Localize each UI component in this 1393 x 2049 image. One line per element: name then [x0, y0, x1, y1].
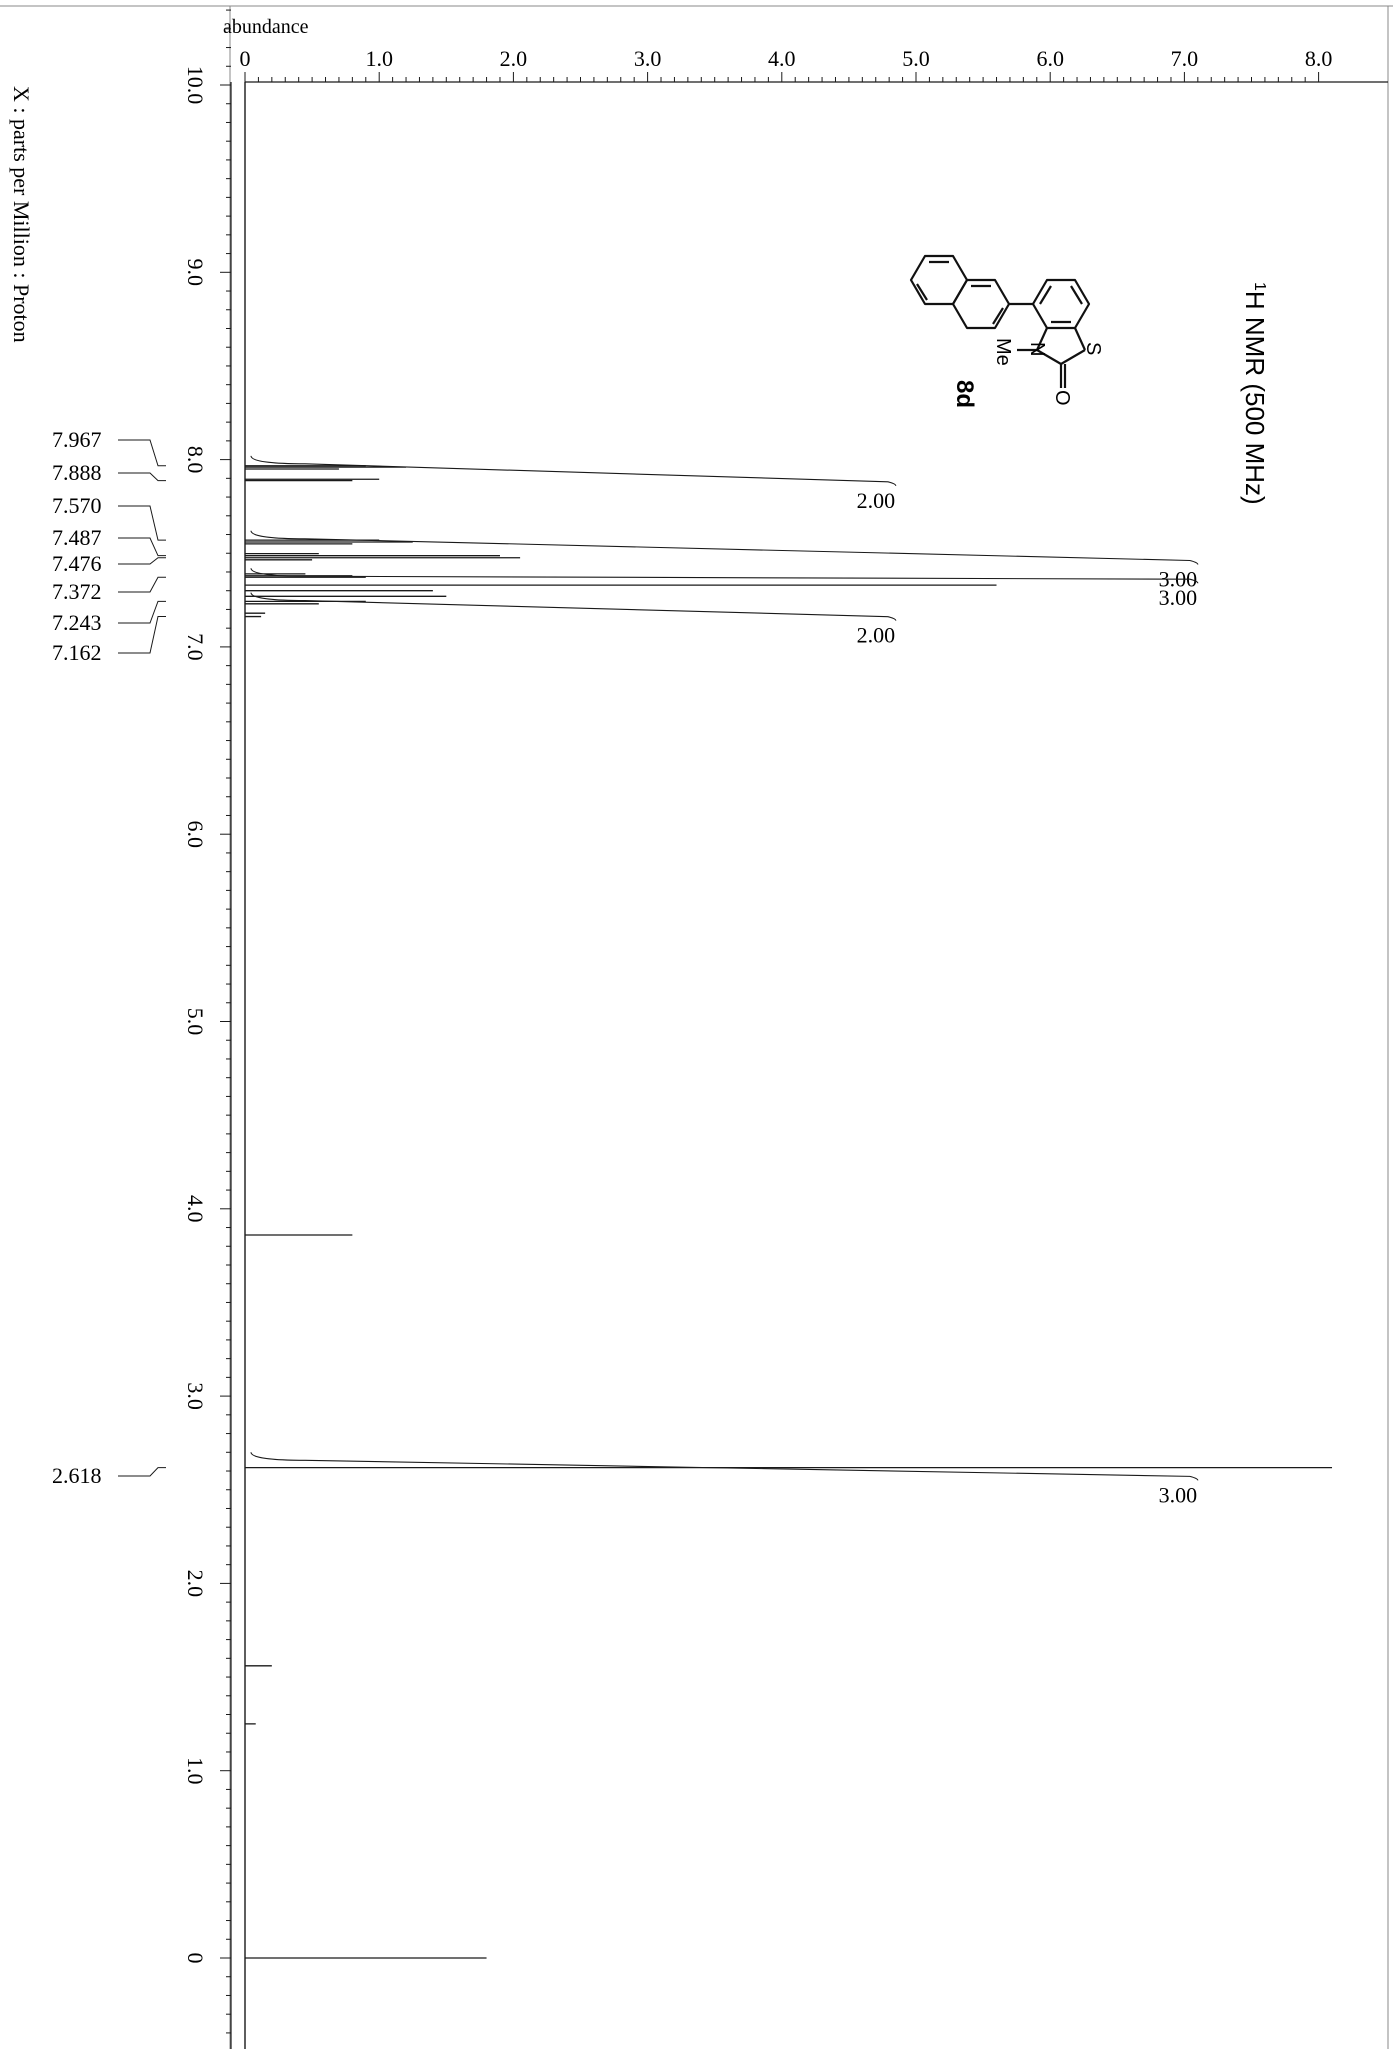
compound-label: 8d	[951, 380, 978, 408]
compound-atom-me: Me	[992, 338, 1014, 366]
peak-label-leader	[118, 576, 166, 593]
abundance-tick-label: 2.0	[500, 46, 528, 71]
peak-label: 7.967	[52, 427, 102, 452]
peak-label: 7.487	[52, 525, 102, 550]
peak-label: 7.888	[52, 460, 102, 485]
integral-curve	[250, 530, 1199, 565]
integral-curve	[250, 455, 897, 486]
peak-label: 7.570	[52, 493, 102, 518]
integral-curves: 2.003.003.002.003.00	[250, 455, 1199, 1507]
peak-label: 7.476	[52, 551, 102, 576]
ppm-tick-label: 2.0	[183, 1570, 208, 1598]
ppm-tick-label: 6.0	[183, 820, 208, 848]
abundance-tick-label: 8.0	[1305, 46, 1333, 71]
compound-atom-n: N	[1026, 342, 1048, 356]
peak-label: 7.162	[52, 640, 102, 665]
integral-value: 2.00	[857, 488, 896, 513]
compound-atom-o: O	[1051, 390, 1073, 406]
peak-label-leader	[118, 1467, 166, 1477]
abundance-axis: 0 1.0 2.0 3.0 4.0 5.0 6.0 7.0 8.0	[240, 46, 1388, 83]
spectrum-peaks	[245, 465, 1333, 1959]
ppm-tick-label: 1.0	[183, 1757, 208, 1785]
ppm-tick-label: 7.0	[183, 633, 208, 661]
peak-label-leader	[118, 439, 166, 467]
abundance-tick-label: 7.0	[1171, 46, 1199, 71]
integral-curve	[250, 1452, 1199, 1481]
peak-label-leader	[118, 537, 166, 557]
peak-label-leader	[118, 557, 166, 565]
abundance-tick-label: 6.0	[1036, 46, 1064, 71]
ppm-axis: 10.0 9.0 8.0 7.0 6.0 5.0 4.0 3.0 2.0 1.0 0	[183, 9, 232, 2049]
experiment-label: 1H NMR (500 MHz)	[1240, 282, 1270, 505]
integral-curve	[250, 592, 897, 621]
peak-label-leader	[118, 600, 166, 624]
ppm-tick-label: 8.0	[183, 446, 208, 474]
compound-structure: S N Me O 8d	[909, 254, 1104, 408]
ppm-tick-label: 5.0	[183, 1008, 208, 1036]
peak-label-leader	[118, 472, 166, 482]
integral-value: 3.00	[1159, 585, 1198, 610]
ppm-tick-label: 9.0	[183, 259, 208, 287]
abundance-tick-label: 4.0	[768, 46, 796, 71]
peak-label: 7.372	[52, 579, 102, 604]
peak-label-leader	[118, 505, 166, 541]
abundance-axis-title: abundance	[223, 16, 309, 38]
integral-curve	[250, 567, 1199, 584]
abundance-tick-label: 5.0	[902, 46, 930, 71]
plot-frame	[0, 5, 1393, 2049]
integral-value: 2.00	[857, 623, 896, 648]
ppm-tick-label: 0	[183, 1953, 208, 1964]
peak-label: 7.243	[52, 610, 102, 635]
abundance-tick-label: 0	[240, 46, 251, 71]
integral-value: 3.00	[1159, 1482, 1198, 1507]
peak-label-leader	[118, 616, 166, 654]
abundance-tick-label: 3.0	[634, 46, 662, 71]
ppm-tick-label: 3.0	[183, 1382, 208, 1410]
compound-atom-s: S	[1082, 342, 1104, 355]
x-axis-title: X : parts per Million : Proton	[9, 86, 34, 343]
ppm-tick-label: 10.0	[183, 66, 208, 105]
peak-label: 2.618	[52, 1463, 102, 1488]
abundance-tick-label: 1.0	[365, 46, 393, 71]
ppm-tick-label: 4.0	[183, 1195, 208, 1223]
